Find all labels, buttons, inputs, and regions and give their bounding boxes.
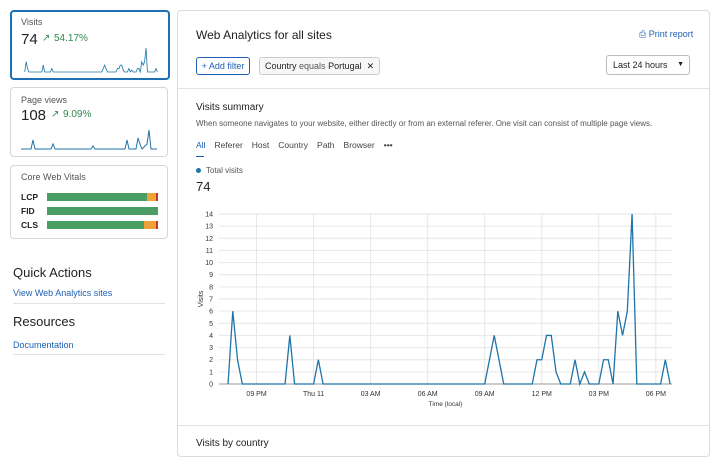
- legend-dot: [196, 168, 201, 173]
- core-web-vitals-card: Core Web Vitals LCP FID CLS: [10, 165, 168, 239]
- filter-op: equals: [299, 61, 326, 71]
- metric-bar: [47, 207, 158, 215]
- y-tick-label: 12: [205, 236, 213, 243]
- tab-underline: [196, 156, 204, 157]
- card-change: 9.09%: [63, 109, 92, 120]
- print-label: Print report: [648, 29, 694, 39]
- y-tick-label: 4: [209, 333, 213, 340]
- filter-value: Portugal: [328, 61, 362, 71]
- y-tick-label: 14: [205, 212, 213, 219]
- tab[interactable]: Referer: [214, 140, 243, 150]
- x-axis-label: Time (local): [429, 401, 463, 408]
- section-title: Visits summary: [196, 102, 264, 113]
- y-axis-label: Visits: [198, 290, 205, 307]
- print-report[interactable]: ⎙ Print report: [639, 29, 694, 39]
- range-select[interactable]: Last 24 hours ▼: [606, 55, 690, 75]
- line: [227, 213, 671, 387]
- x-tick-label: Thu 11: [303, 391, 324, 398]
- card-value: 108: [21, 107, 47, 124]
- tab[interactable]: All: [196, 140, 206, 150]
- metric-bar: [155, 193, 158, 201]
- metric-bar: [47, 221, 144, 229]
- tab[interactable]: Host: [251, 140, 270, 150]
- y-tick-label: 5: [209, 321, 213, 328]
- metric-label: LCP: [21, 192, 38, 202]
- total-value: 74: [196, 179, 211, 194]
- range-label: Last 24 hours: [613, 60, 668, 70]
- metric-bar: [155, 221, 158, 229]
- metric-label: FID: [21, 206, 35, 216]
- divider: [13, 303, 165, 304]
- y-tick-label: 0: [209, 382, 213, 389]
- metric-label: CLS: [21, 220, 38, 230]
- tabs: All Referer Host Country Path Browser •••: [196, 140, 393, 150]
- metric-bar: [47, 193, 147, 201]
- card-label: Page views: [21, 95, 68, 105]
- section-title: Quick Actions: [13, 265, 92, 280]
- link[interactable]: View Web Analytics sites: [13, 288, 113, 298]
- y-tick-label: 1: [209, 369, 213, 376]
- button-label: Add filter: [208, 61, 245, 71]
- sparkline: [21, 129, 157, 150]
- y-tick-label: 11: [206, 248, 213, 255]
- section-title: Visits by country: [196, 438, 269, 449]
- page-title: Web Analytics for all sites: [196, 28, 332, 42]
- divider: [13, 354, 165, 355]
- tab[interactable]: Browser: [343, 140, 375, 150]
- card-label: Visits: [21, 17, 43, 27]
- y-tick-label: 6: [209, 309, 213, 316]
- card-value: 74: [21, 31, 38, 48]
- legend-label: Total visits: [206, 166, 243, 175]
- metric-bar: [143, 221, 156, 229]
- card-change: 54.17%: [54, 33, 88, 44]
- section-description: When someone navigates to your website, …: [196, 119, 653, 128]
- metric-bar: [146, 193, 156, 201]
- y-tick-label: 3: [209, 345, 213, 352]
- sparkline: [24, 47, 158, 74]
- link[interactable]: Documentation: [13, 340, 74, 350]
- card-label: Core Web Vitals: [21, 172, 86, 182]
- x-tick-label: 09 AM: [475, 391, 495, 398]
- more-tabs: •••: [383, 140, 393, 150]
- divider: [178, 425, 709, 426]
- page-views-card[interactable]: Page views 108 ↗ 9.09%: [10, 87, 168, 157]
- x-tick-label: 03 AM: [361, 391, 381, 398]
- x-tick-label: 06 AM: [418, 391, 438, 398]
- y-tick-label: 9: [209, 272, 213, 279]
- x-tick-label: 12 PM: [532, 391, 552, 398]
- y-tick-label: 13: [205, 224, 213, 231]
- filter-chip[interactable]: Country equals Portugal ✕: [259, 57, 381, 75]
- arrow: ↗: [42, 33, 51, 44]
- visits-card[interactable]: Visits 74 ↗ 54.17%: [10, 10, 170, 80]
- filter-field: Country: [265, 61, 297, 71]
- arrow: ↗: [51, 109, 60, 120]
- y-tick-label: 7: [209, 297, 213, 304]
- tab[interactable]: Path: [317, 140, 335, 150]
- y-tick-label: 10: [205, 260, 213, 267]
- add-filter-button[interactable]: + Add filter: [196, 57, 250, 75]
- section-title: Resources: [13, 314, 76, 329]
- x-tick-label: 06 PM: [646, 391, 666, 398]
- x-tick-label: 03 PM: [589, 391, 609, 398]
- y-tick-label: 8: [209, 284, 213, 291]
- tab[interactable]: Country: [278, 140, 309, 150]
- divider: [178, 88, 709, 89]
- x-tick-label: 09 PM: [246, 391, 266, 398]
- y-tick-label: 2: [209, 357, 213, 364]
